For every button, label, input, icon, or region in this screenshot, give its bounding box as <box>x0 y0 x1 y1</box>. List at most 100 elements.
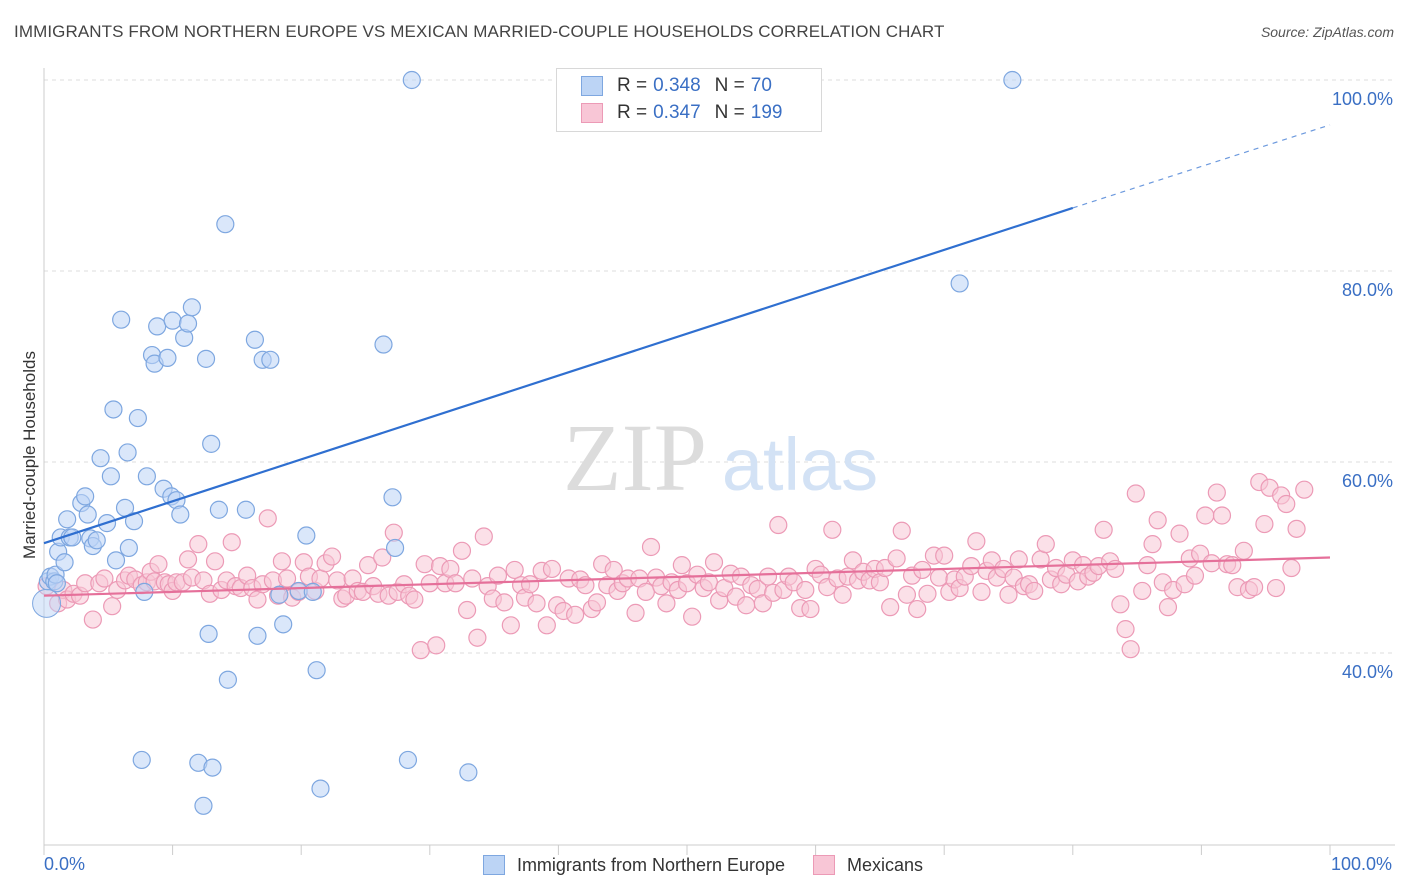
northern-europe-point <box>307 661 326 680</box>
northern-europe-point <box>104 400 123 419</box>
y-tick-label: 60.0% <box>1342 471 1393 491</box>
legend-label-northern-europe: Immigrants from Northern Europe <box>516 854 786 875</box>
mexicans-point <box>1207 483 1226 502</box>
mexicans-point <box>1266 578 1286 598</box>
mexicans-point <box>1196 506 1215 525</box>
mexicans-point <box>149 555 168 574</box>
x-tick-label-0: 0.0% <box>44 854 85 874</box>
mexicans-point <box>248 590 267 609</box>
northern-europe-point <box>194 796 213 815</box>
mexicans-point <box>1234 541 1253 560</box>
northern-europe-point <box>270 585 289 604</box>
watermark-zip: ZIP <box>563 404 707 511</box>
legend-swatch-pink <box>581 103 603 123</box>
mexicans-trend-line <box>43 556 1331 597</box>
mexicans-point <box>1287 519 1306 538</box>
mexicans-point <box>505 560 524 580</box>
mexicans-point <box>468 628 487 647</box>
mexicans-point <box>1133 581 1152 601</box>
mexicans-point <box>1126 484 1145 503</box>
mexicans-point <box>566 605 585 624</box>
northern-europe-point <box>118 443 137 462</box>
northern-europe-trend-extension <box>1072 124 1331 209</box>
northern-europe-point <box>950 274 969 293</box>
mexicans-point <box>1111 595 1130 614</box>
mexicans-point <box>527 594 546 613</box>
mexicans-point <box>967 532 986 551</box>
mexicans-point <box>1295 480 1314 499</box>
mexicans-point <box>672 556 691 575</box>
mexicans-point <box>918 584 937 603</box>
mexicans-point <box>1277 494 1296 514</box>
northern-europe-point <box>137 467 156 486</box>
mexicans-point <box>1158 598 1178 617</box>
mexicans-point <box>657 594 676 613</box>
northern-europe-point <box>47 574 66 593</box>
axes <box>43 68 1395 855</box>
mexicans-point <box>881 598 900 617</box>
legend-item-northern-europe[interactable]: Immigrants from Northern Europe <box>482 854 786 876</box>
mexicans-point <box>1282 558 1301 578</box>
mexicans-point <box>1212 506 1232 525</box>
mexicans-point <box>358 556 378 575</box>
northern-europe-point <box>112 310 131 329</box>
mexicans-point <box>405 590 424 609</box>
legend-swatch-blue <box>581 76 603 96</box>
mexicans-point <box>1138 556 1157 575</box>
mexicans-point <box>373 548 392 567</box>
mexicans-point <box>1116 620 1135 639</box>
mexicans-point <box>415 555 434 574</box>
northern-europe-point <box>374 335 393 354</box>
x-tick-label-100: 100.0% <box>1331 854 1392 874</box>
mexicans-point <box>892 521 911 540</box>
northern-europe-point <box>78 505 97 524</box>
northern-europe-trend-line <box>43 206 1074 545</box>
mexicans-point <box>272 552 292 571</box>
mexicans-point <box>222 533 241 552</box>
watermark-atlas: atlas <box>722 423 878 506</box>
northern-europe-points <box>32 70 1022 815</box>
mexicans-point <box>384 523 403 542</box>
mexicans-points <box>37 472 1314 660</box>
mexicans-point <box>769 515 788 535</box>
legend-n-label: N = <box>714 102 745 123</box>
mexicans-point <box>576 576 595 595</box>
northern-europe-point <box>398 750 418 770</box>
mexicans-point <box>887 549 906 568</box>
stats-legend: R = 0.348 N = 70 R = 0.347 N = 199 <box>556 68 822 132</box>
mexicans-point <box>636 582 655 601</box>
northern-europe-point <box>55 553 74 572</box>
mexicans-point <box>1094 520 1113 539</box>
legend-r-label: R = <box>617 75 648 96</box>
legend-n-value: 199 <box>750 102 783 123</box>
northern-europe-point <box>148 317 167 336</box>
mexicans-point <box>205 552 225 571</box>
northern-europe-point <box>311 779 330 798</box>
legend-item-mexicans[interactable]: Mexicans <box>813 855 923 876</box>
northern-europe-point <box>128 408 147 428</box>
mexicans-point <box>501 616 520 635</box>
mexicans-point <box>1202 554 1221 573</box>
mexicans-point <box>495 593 514 612</box>
mexicans-point <box>999 585 1018 604</box>
chart-title: IMMIGRANTS FROM NORTHERN EUROPE VS MEXIC… <box>14 22 945 41</box>
mexicans-point <box>908 599 927 619</box>
mexicans-point <box>935 546 954 565</box>
legend-n-value: 70 <box>750 75 772 96</box>
mexicans-point <box>1255 514 1274 534</box>
mexicans-point <box>463 569 482 588</box>
mexicans-point <box>626 603 645 622</box>
northern-europe-point <box>402 70 421 90</box>
northern-europe-point <box>216 215 235 234</box>
mexicans-point <box>189 535 208 554</box>
legend-row-northern-europe: R = 0.348 N = 70 <box>581 73 772 99</box>
northern-europe-point <box>196 349 216 368</box>
northern-europe-point <box>158 348 177 368</box>
northern-europe-point <box>248 626 267 645</box>
northern-europe-point <box>203 758 222 777</box>
northern-europe-point <box>218 670 237 689</box>
northern-europe-point <box>119 538 138 558</box>
northern-europe-point <box>76 487 95 506</box>
mexicans-point <box>1185 566 1205 585</box>
